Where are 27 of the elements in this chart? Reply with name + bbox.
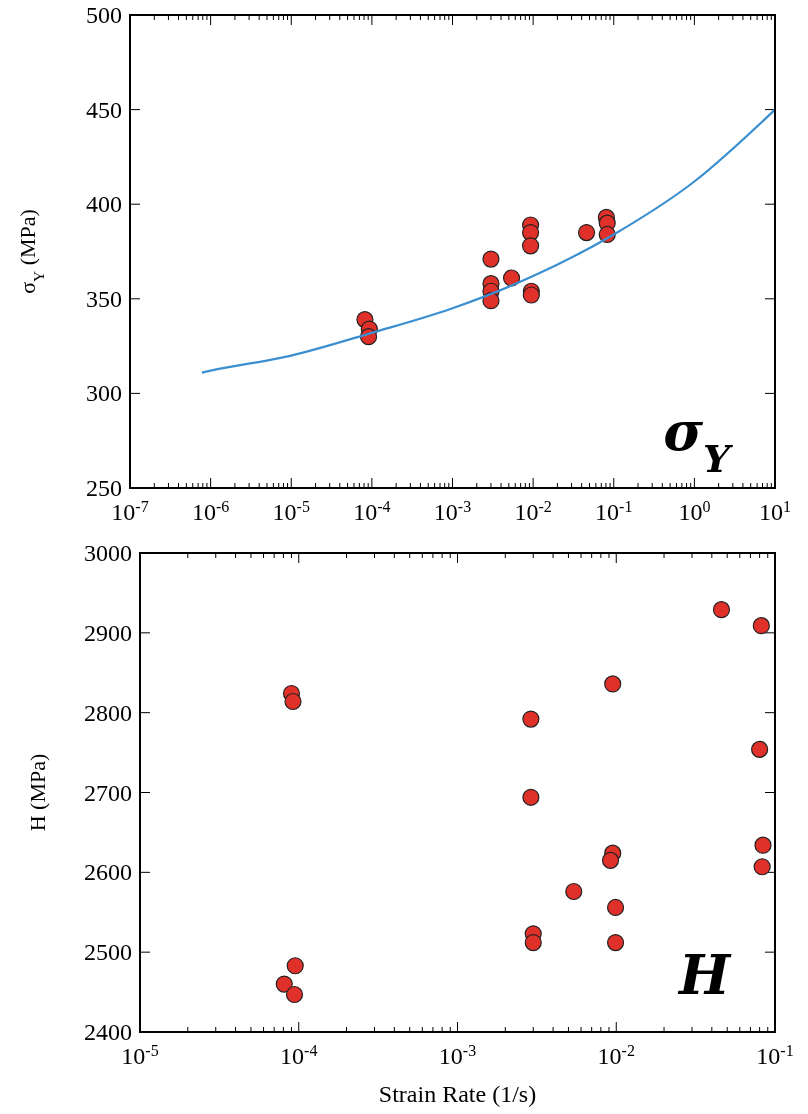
annotation: H (676, 943, 732, 1007)
y-tick-label: 450 (86, 96, 122, 123)
x-tick-label: 10$^{-4}$ (353, 497, 391, 525)
x-tick-label: 10$^{-4}$ (280, 1041, 318, 1069)
y-tick-label: 2600 (84, 859, 132, 886)
x-tick-label: 10$^{1}$ (759, 497, 791, 525)
x-tick-label: 10$^{-6}$ (191, 497, 230, 525)
x-axis-title: Strain Rate (1/s) (378, 1081, 537, 1107)
y-tick-label: 400 (86, 191, 122, 218)
y-tick-label: 2800 (84, 699, 132, 726)
y-axis-title: H (MPa) (25, 753, 50, 832)
x-tick-label: 10$^{-1}$ (595, 497, 633, 525)
x-tick-label: 10$^{-3}$ (433, 497, 472, 525)
y-tick-label: 300 (86, 380, 122, 407)
y-tick-label: 2700 (84, 779, 132, 806)
y-tick-label: 500 (86, 2, 122, 28)
x-tick-label: 10$^{-2}$ (514, 497, 552, 525)
x-tick-label: 10$^{0}$ (678, 497, 711, 525)
y-tick-label: 3000 (84, 540, 132, 566)
x-tick-label: 10$^{-1}$ (756, 1041, 794, 1069)
x-tick-label: 10$^{-2}$ (597, 1041, 635, 1069)
y-tick-label: 350 (86, 285, 122, 312)
x-tick-label: 10$^{-3}$ (438, 1041, 477, 1069)
y-tick-label: 2500 (84, 939, 132, 966)
annotation: σ$_{Y}$ (663, 399, 735, 481)
y-tick-label: 2900 (84, 619, 132, 646)
x-tick-label: 10$^{-5}$ (272, 497, 310, 525)
